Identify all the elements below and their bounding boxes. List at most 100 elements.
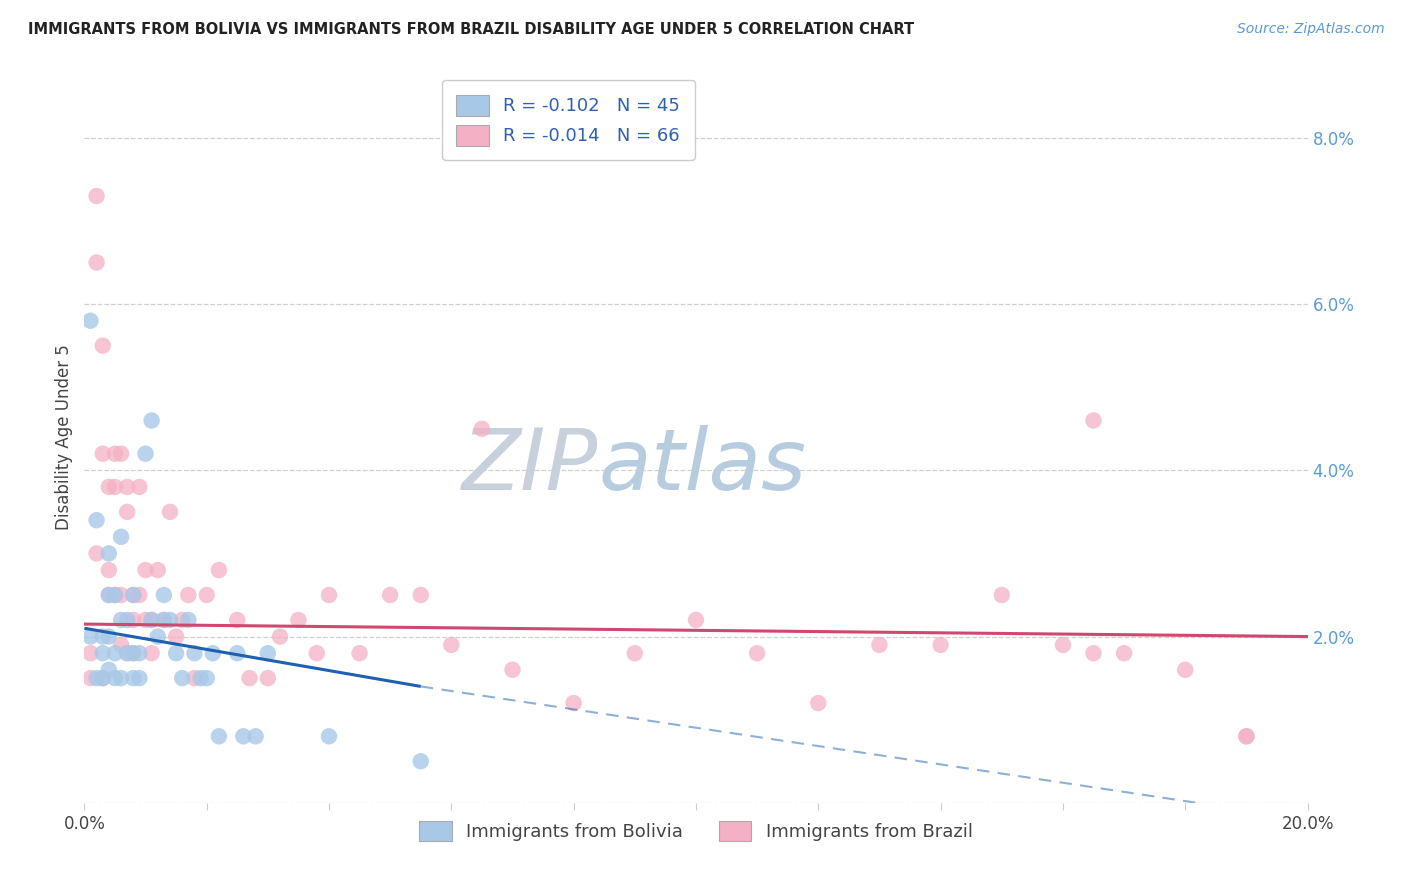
Point — [128, 646, 150, 660]
Point — [183, 646, 205, 660]
Point — [110, 588, 132, 602]
Point — [91, 671, 114, 685]
Point — [86, 189, 108, 203]
Point — [79, 646, 101, 660]
Point — [238, 671, 260, 685]
Point — [208, 563, 231, 577]
Point — [269, 630, 291, 644]
Point — [135, 447, 157, 461]
Point — [562, 696, 585, 710]
Point — [1114, 646, 1136, 660]
Point — [153, 613, 176, 627]
Point — [97, 546, 120, 560]
Point — [172, 671, 194, 685]
Point — [110, 447, 132, 461]
Point — [153, 613, 176, 627]
Point — [991, 588, 1014, 602]
Point — [91, 447, 114, 461]
Point — [115, 646, 138, 660]
Point — [97, 588, 120, 602]
Point — [122, 671, 145, 685]
Point — [97, 663, 120, 677]
Point — [128, 671, 150, 685]
Point — [128, 588, 150, 602]
Point — [122, 588, 145, 602]
Y-axis label: Disability Age Under 5: Disability Age Under 5 — [55, 344, 73, 530]
Point — [91, 646, 114, 660]
Point — [195, 671, 218, 685]
Point — [110, 613, 132, 627]
Point — [440, 638, 463, 652]
Point — [110, 530, 132, 544]
Point — [257, 671, 280, 685]
Point — [146, 563, 169, 577]
Point — [97, 563, 120, 577]
Point — [409, 754, 432, 768]
Point — [165, 630, 187, 644]
Point — [195, 588, 218, 602]
Point — [183, 671, 205, 685]
Point — [79, 314, 101, 328]
Point — [257, 646, 280, 660]
Point — [305, 646, 328, 660]
Point — [471, 422, 494, 436]
Point — [104, 588, 127, 602]
Point — [177, 613, 200, 627]
Point — [141, 646, 163, 660]
Point — [318, 729, 340, 743]
Point — [115, 613, 138, 627]
Point — [115, 646, 138, 660]
Point — [141, 613, 163, 627]
Point — [141, 613, 163, 627]
Point — [226, 613, 249, 627]
Point — [122, 588, 145, 602]
Point — [79, 630, 101, 644]
Point — [177, 588, 200, 602]
Point — [232, 729, 254, 743]
Point — [115, 480, 138, 494]
Legend: Immigrants from Bolivia, Immigrants from Brazil: Immigrants from Bolivia, Immigrants from… — [412, 814, 980, 848]
Point — [165, 646, 187, 660]
Point — [97, 480, 120, 494]
Point — [86, 671, 108, 685]
Point — [146, 630, 169, 644]
Point — [409, 588, 432, 602]
Point — [1236, 729, 1258, 743]
Point — [104, 588, 127, 602]
Text: atlas: atlas — [598, 425, 806, 508]
Point — [104, 480, 127, 494]
Point — [226, 646, 249, 660]
Point — [172, 613, 194, 627]
Point — [502, 663, 524, 677]
Point — [86, 513, 108, 527]
Point — [1052, 638, 1074, 652]
Point — [287, 613, 309, 627]
Point — [685, 613, 707, 627]
Point — [1083, 646, 1105, 660]
Point — [159, 613, 181, 627]
Point — [159, 505, 181, 519]
Point — [104, 447, 127, 461]
Point — [86, 546, 108, 560]
Point — [1236, 729, 1258, 743]
Point — [91, 630, 114, 644]
Text: ZIP: ZIP — [461, 425, 598, 508]
Text: IMMIGRANTS FROM BOLIVIA VS IMMIGRANTS FROM BRAZIL DISABILITY AGE UNDER 5 CORRELA: IMMIGRANTS FROM BOLIVIA VS IMMIGRANTS FR… — [28, 22, 914, 37]
Text: Source: ZipAtlas.com: Source: ZipAtlas.com — [1237, 22, 1385, 37]
Point — [91, 338, 114, 352]
Point — [104, 646, 127, 660]
Point — [86, 255, 108, 269]
Point — [104, 671, 127, 685]
Point — [97, 588, 120, 602]
Point — [929, 638, 952, 652]
Point — [115, 505, 138, 519]
Point — [318, 588, 340, 602]
Point — [79, 671, 101, 685]
Point — [624, 646, 647, 660]
Point — [110, 671, 132, 685]
Point — [122, 613, 145, 627]
Point — [97, 630, 120, 644]
Point — [1083, 413, 1105, 427]
Point — [91, 671, 114, 685]
Point — [190, 671, 212, 685]
